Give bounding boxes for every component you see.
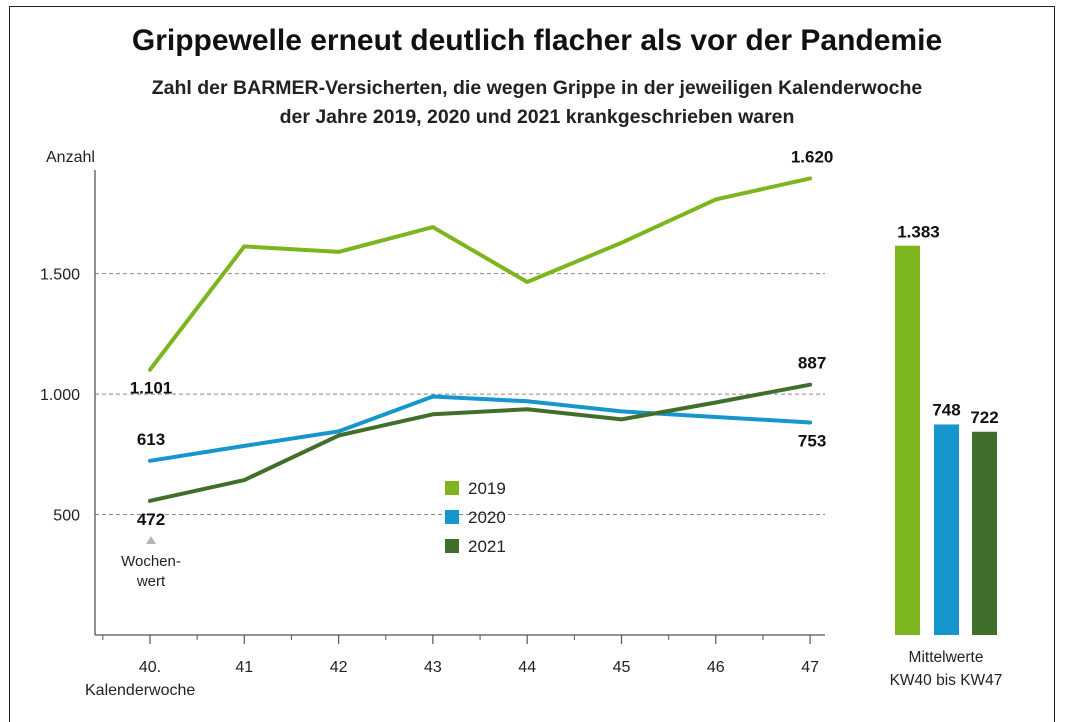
series-line-2019	[148, 176, 813, 372]
mean-bar-2020	[934, 424, 959, 635]
data-label-2021: 472	[137, 510, 165, 529]
data-label-2020: 753	[798, 431, 826, 450]
y-axis-title: Anzahl	[46, 149, 95, 166]
chart-frame	[9, 6, 1055, 722]
x-tick-label: 44	[518, 659, 536, 676]
mean-bar-2019	[895, 245, 920, 636]
x-tick-label: 41	[235, 659, 253, 676]
x-tick-label: 43	[424, 659, 442, 676]
mean-bar-value-label: 748	[932, 400, 960, 419]
y-tick-label: 1.000	[40, 387, 80, 404]
x-axis-title: Kalenderwoche	[85, 682, 195, 699]
x-tick-label: 40.	[139, 659, 161, 676]
legend-label-2020: 2020	[468, 508, 506, 527]
annotation-text: Wochen-	[121, 553, 181, 570]
x-tick-label: 46	[707, 659, 725, 676]
mean-bars-caption: Mittelwerte	[909, 649, 984, 666]
x-tick-label: 45	[613, 659, 631, 676]
legend-swatch-2020	[445, 510, 459, 524]
y-tick-label: 500	[53, 508, 80, 525]
chart-title: Grippewelle erneut deutlich flacher als …	[131, 24, 943, 57]
annotation-arrow	[146, 536, 156, 544]
series-line-2021	[148, 382, 813, 503]
data-label-2021: 887	[798, 354, 826, 373]
series-line-2020	[148, 394, 813, 463]
x-tick-label: 42	[330, 659, 348, 676]
chart-subtitle-line-1: Zahl der BARMER-Versicherten, die wegen …	[151, 77, 923, 99]
data-label-2020: 613	[137, 430, 165, 449]
chart-subtitle-line-2: der Jahre 2019, 2020 und 2021 krankgesch…	[279, 106, 795, 128]
legend-swatch-2021	[445, 539, 459, 553]
legend-label-2021: 2021	[468, 537, 506, 556]
legend-label-2019: 2019	[468, 479, 506, 498]
mean-bar-value-label: 722	[970, 408, 998, 427]
data-label-2019: 1.101	[130, 379, 173, 398]
mean-bar-2021	[972, 431, 997, 635]
y-tick-label: 1.500	[40, 267, 80, 284]
data-label-2019: 1.620	[791, 147, 834, 166]
legend-swatch-2019	[445, 481, 459, 495]
mean-bars-caption: KW40 bis KW47	[890, 672, 1003, 689]
x-tick-label: 47	[801, 659, 819, 676]
mean-bar-value-label: 1.383	[897, 223, 940, 242]
annotation-text: wert	[136, 573, 166, 590]
